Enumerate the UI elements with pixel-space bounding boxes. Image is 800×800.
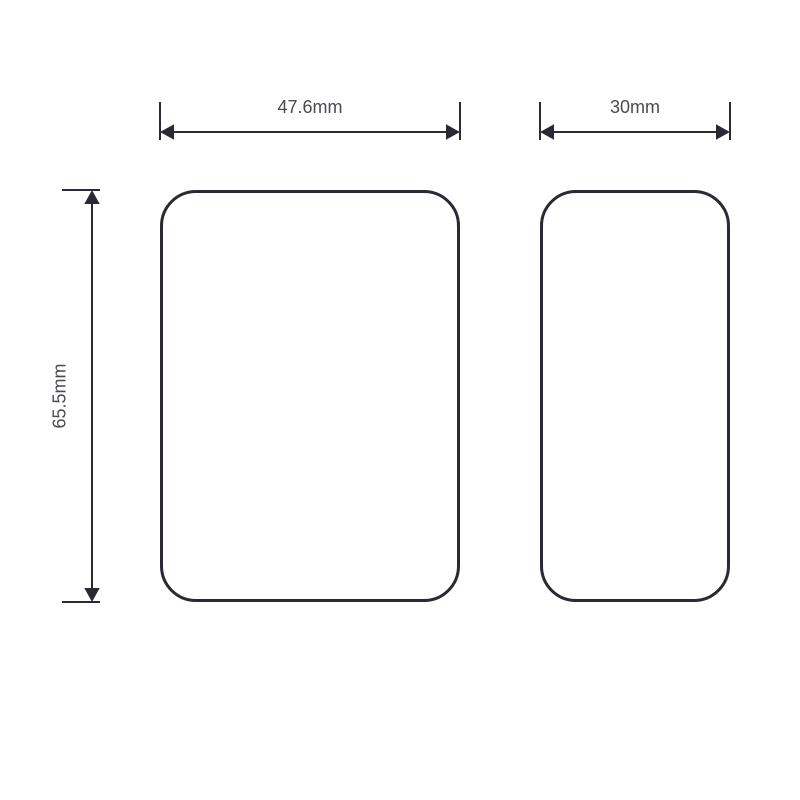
dim-label-height: 65.5mm xyxy=(50,363,71,428)
diagram-canvas: 47.6mm30mm65.5mm xyxy=(0,0,800,800)
dim-height xyxy=(0,0,800,800)
